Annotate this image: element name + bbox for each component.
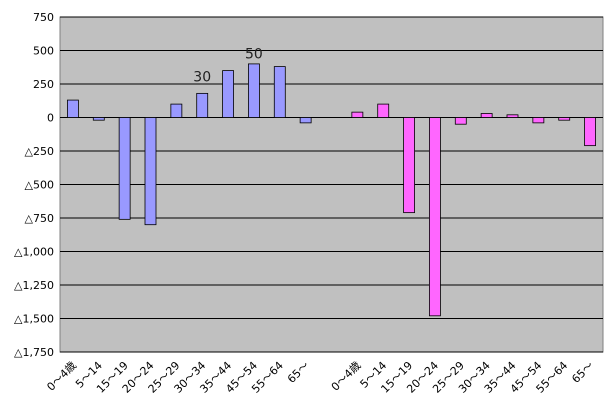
y-tick-label: 500 (33, 45, 54, 58)
bar (273, 66, 286, 118)
x-tick-label: 65～ (569, 359, 596, 386)
bar (351, 111, 364, 118)
x-tick-label: 0～4歳 (329, 359, 364, 394)
y-tick-label: 0 (47, 112, 54, 125)
bar (170, 103, 183, 118)
bar (248, 63, 260, 118)
bars (67, 63, 596, 317)
grid-lines (60, 16, 603, 353)
y-tick-label: △1,750 (14, 346, 54, 359)
y-tick-label: △1,250 (14, 279, 54, 292)
x-axis-ticks: 0～4歳5～1415～1920～2425～2930～3435～4445～5455… (44, 359, 596, 396)
annotation-label: 50 (245, 47, 263, 63)
bar (454, 117, 467, 125)
x-tick-label: 65～ (285, 359, 312, 386)
y-tick-label: △500 (25, 179, 54, 192)
bar (118, 117, 131, 220)
bar (377, 103, 390, 118)
x-tick-label: 0～4歳 (44, 359, 79, 394)
y-tick-label: △750 (25, 212, 54, 225)
annotation-label: 30 (193, 69, 211, 85)
bar (67, 99, 79, 118)
bar (92, 117, 105, 121)
bar (144, 117, 157, 226)
bar (584, 117, 596, 147)
bar (506, 114, 519, 118)
bar (222, 70, 234, 118)
y-tick-label: △250 (25, 145, 54, 158)
bar (558, 117, 571, 121)
bar (480, 113, 493, 118)
bar (532, 117, 545, 124)
bar (403, 117, 415, 214)
y-tick-label: 250 (33, 78, 54, 91)
y-tick-label: △1,500 (14, 313, 54, 326)
annotations: 30 50 (193, 47, 263, 86)
y-axis-ticks: 750 500 250 0 △250 △500 △750 △1,000 △1,250 △1,500… (14, 11, 54, 359)
y-tick-label: 750 (33, 11, 54, 24)
y-tick-label: △1,000 (14, 246, 54, 259)
bar (429, 117, 441, 317)
bar (196, 92, 209, 118)
bar (299, 117, 312, 124)
